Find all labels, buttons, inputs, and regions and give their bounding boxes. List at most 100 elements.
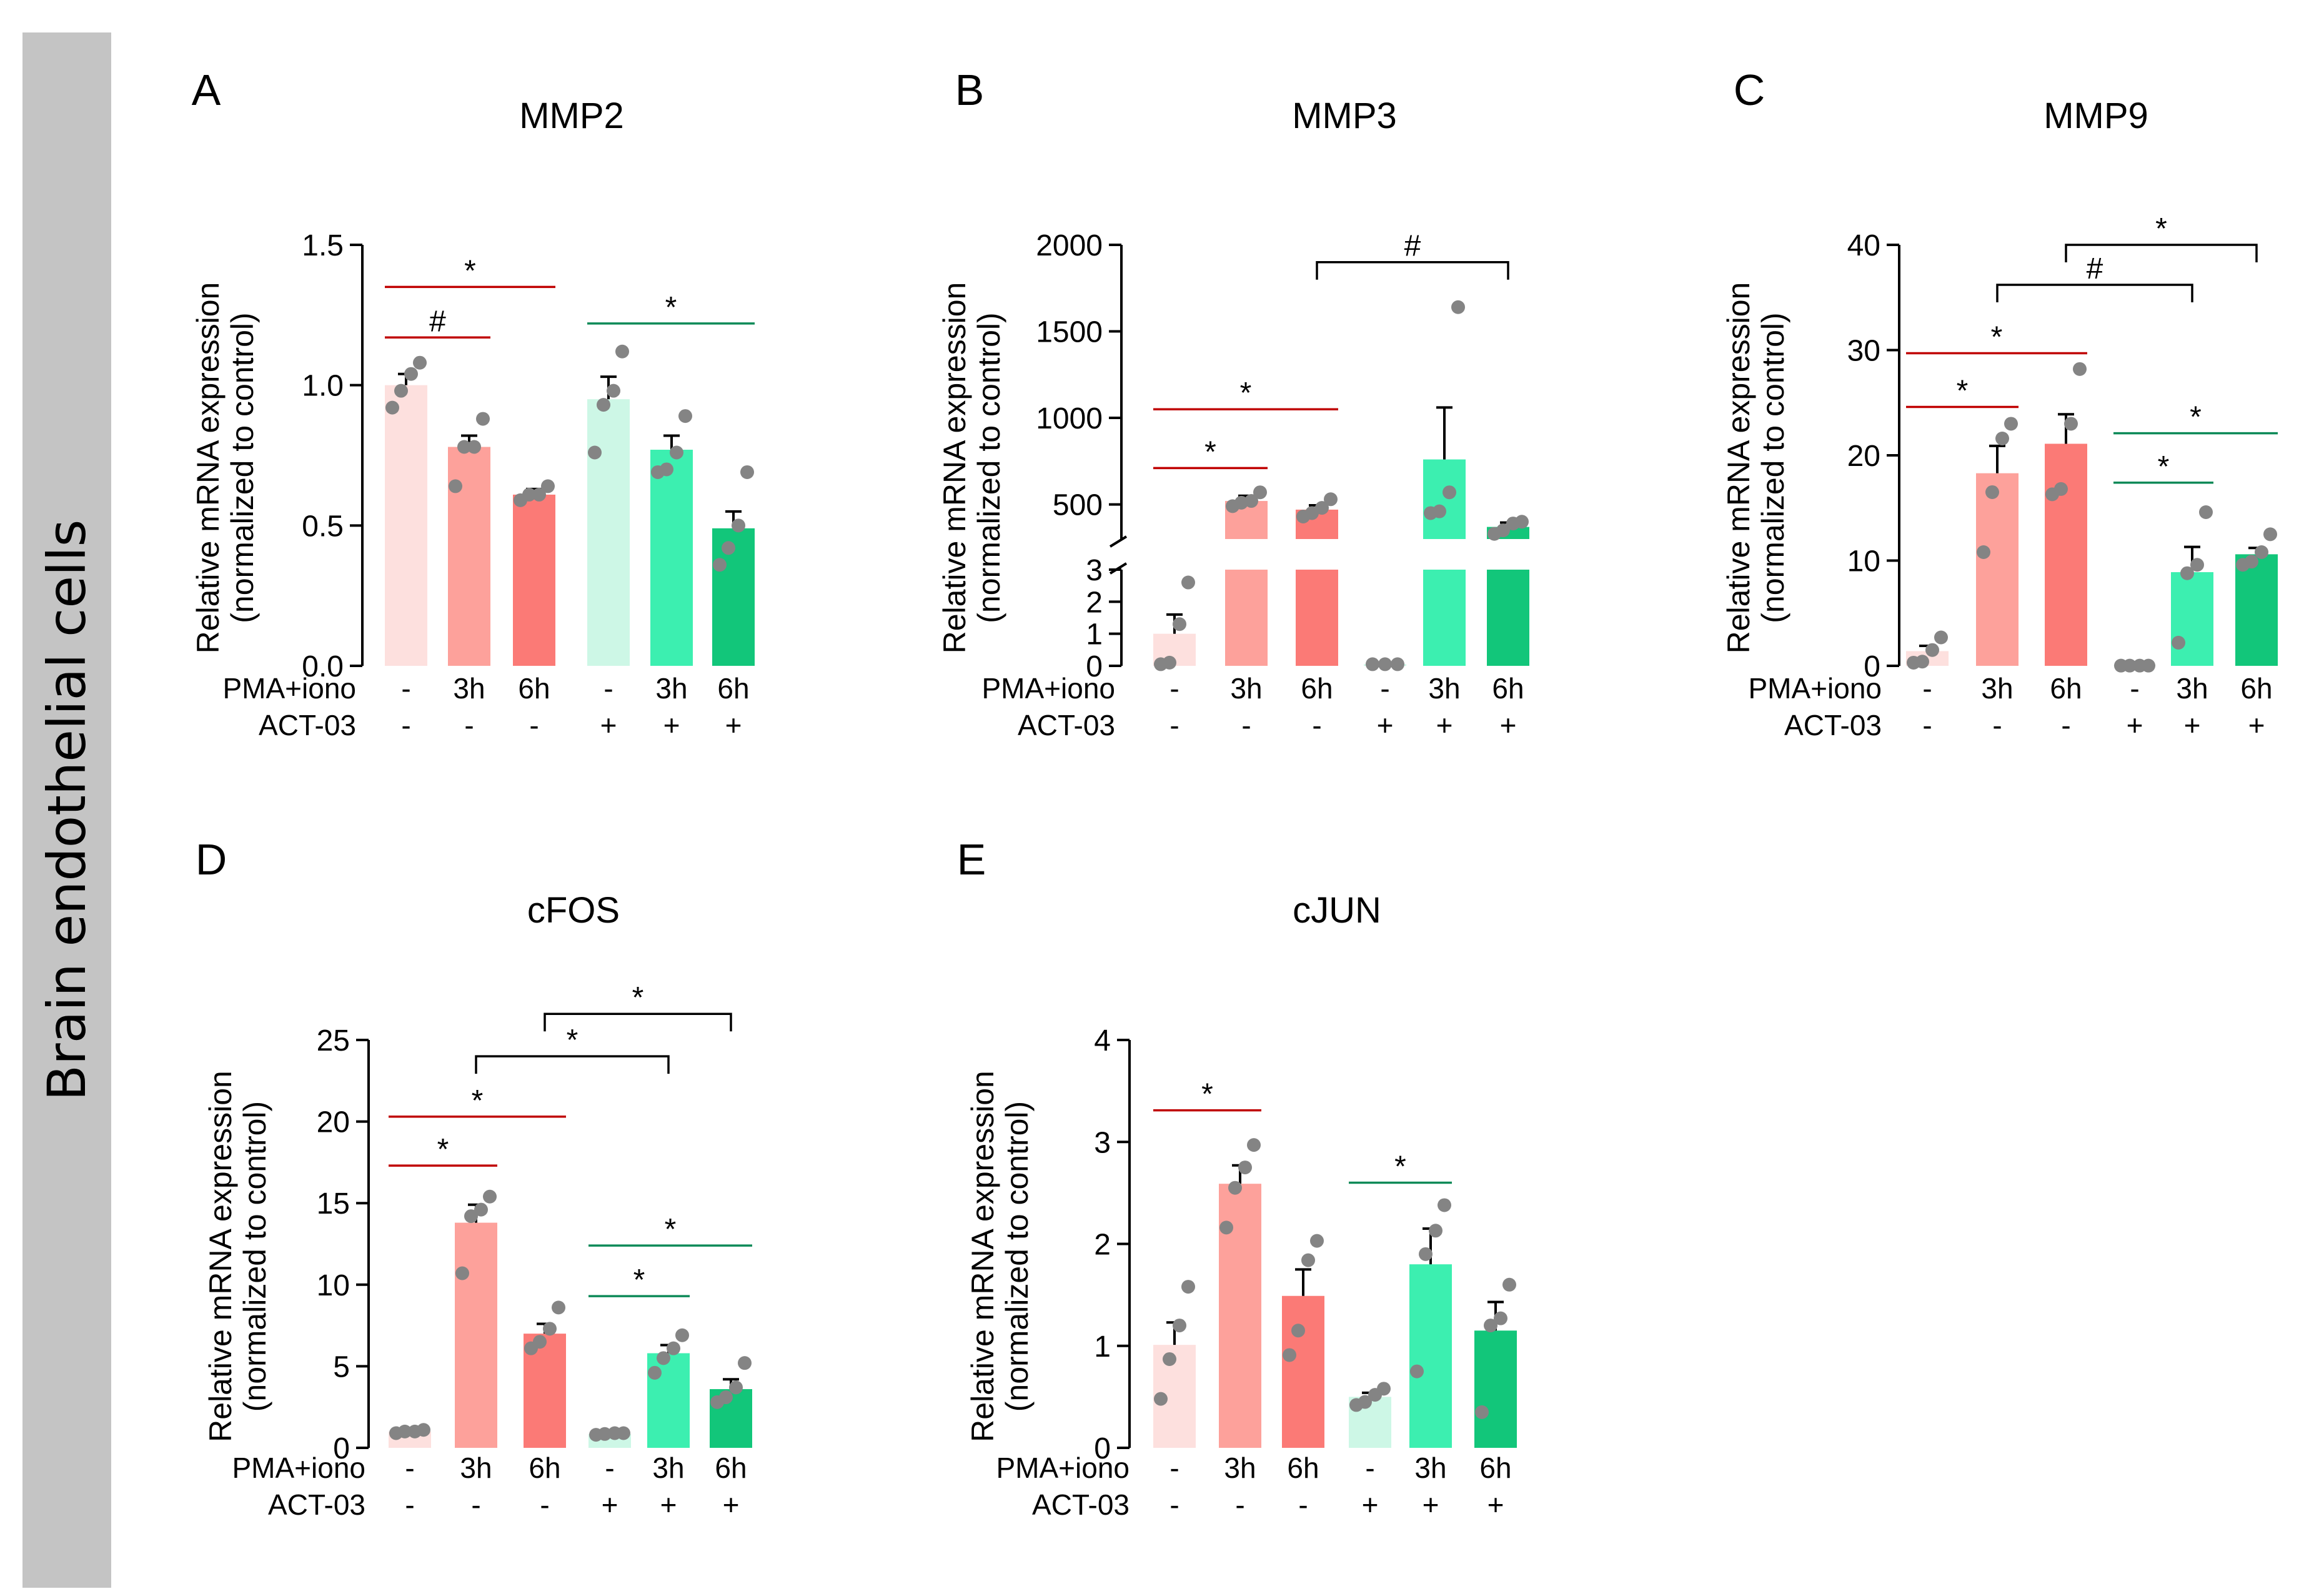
data-point xyxy=(404,367,418,381)
data-point xyxy=(1443,485,1456,500)
category-label-act: + xyxy=(2248,709,2265,741)
category-label-act: - xyxy=(1312,709,1321,741)
data-point xyxy=(678,409,692,423)
significance-label: * xyxy=(2158,450,2170,483)
data-point xyxy=(483,1189,497,1204)
significance-label: * xyxy=(2190,401,2202,434)
y-tick-label: 500 xyxy=(1053,489,1103,522)
category-label-pma: 3h xyxy=(655,672,687,705)
bar xyxy=(1976,473,2019,666)
category-label-act: + xyxy=(1487,1488,1504,1521)
row-label-pma: PMA+iono xyxy=(222,672,356,705)
data-point xyxy=(1228,1181,1242,1195)
panel-title: MMP2 xyxy=(519,96,624,136)
category-label-act: - xyxy=(471,1488,480,1521)
data-point xyxy=(1358,1395,1372,1409)
data-point xyxy=(2123,658,2137,673)
significance-bracket xyxy=(544,1012,732,1032)
row-label-act: ACT-03 xyxy=(259,709,356,741)
data-point xyxy=(467,440,481,454)
y-tick-label: 2 xyxy=(1086,586,1103,619)
bar xyxy=(1487,570,1529,666)
data-point xyxy=(598,1427,612,1441)
data-point xyxy=(1366,657,1379,671)
data-point xyxy=(1925,643,1939,657)
category-label-act: - xyxy=(464,709,474,741)
y-tick-label: 0 xyxy=(1864,650,1880,683)
bar xyxy=(2235,554,2278,666)
category-label-act: - xyxy=(405,1488,414,1521)
significance-label: * xyxy=(1957,374,1969,407)
panel-title: cFOS xyxy=(527,890,620,931)
category-label-act: - xyxy=(1241,709,1251,741)
significance-label: * xyxy=(1201,1078,1213,1111)
significance-label: * xyxy=(1240,377,1252,410)
bar xyxy=(455,1222,497,1448)
y-tick-label: 10 xyxy=(1847,545,1880,578)
category-label-pma: 3h xyxy=(1224,1452,1256,1484)
panel-title: MMP9 xyxy=(2043,96,2148,136)
data-point xyxy=(597,398,610,412)
data-point xyxy=(457,440,471,454)
category-label-pma: 3h xyxy=(453,672,485,705)
y-axis-label: (normalized to control) xyxy=(1755,312,1790,623)
y-tick-label: 10 xyxy=(317,1269,350,1302)
category-label-pma: 3h xyxy=(652,1452,684,1484)
data-point xyxy=(1985,485,1999,499)
data-point xyxy=(1315,501,1329,515)
data-point xyxy=(1496,523,1510,538)
data-point xyxy=(476,412,490,426)
y-tick-label: 1 xyxy=(1094,1330,1111,1364)
row-label-act: ACT-03 xyxy=(1784,709,1882,741)
panel-letter: D xyxy=(196,835,227,884)
category-label-pma: - xyxy=(1169,672,1179,705)
category-label-act: + xyxy=(663,709,680,741)
category-label-pma: 6h xyxy=(715,1452,747,1484)
y-axis-label: Relative mRNA expression xyxy=(965,1071,1000,1442)
significance-label: * xyxy=(437,1133,449,1166)
row-label-pma: PMA+iono xyxy=(981,672,1115,705)
category-label-pma: - xyxy=(2130,672,2139,705)
data-point xyxy=(1181,575,1195,590)
data-point xyxy=(2199,505,2213,519)
row-label-act: ACT-03 xyxy=(268,1488,365,1521)
data-point xyxy=(2064,417,2078,431)
category-label-pma: 6h xyxy=(1287,1452,1319,1484)
data-point xyxy=(1173,617,1186,631)
data-point xyxy=(2255,545,2268,560)
category-label-pma: 3h xyxy=(1414,1452,1446,1484)
data-point xyxy=(1283,1348,1296,1362)
significance-label: * xyxy=(632,981,644,1014)
data-point xyxy=(738,1356,752,1370)
panel-letter: A xyxy=(192,66,221,114)
y-axis-label: Relative mRNA expression xyxy=(937,282,972,654)
data-point xyxy=(455,1266,469,1280)
row-label-pma: PMA+iono xyxy=(232,1452,365,1484)
bar xyxy=(1423,459,1466,539)
data-point xyxy=(675,1328,689,1342)
row-label-act: ACT-03 xyxy=(1032,1488,1130,1521)
data-point xyxy=(413,355,427,370)
y-tick-label: 15 xyxy=(317,1187,350,1220)
panel-title: MMP3 xyxy=(1292,96,1397,136)
significance-bracket xyxy=(2065,244,2258,262)
y-tick-label: 20 xyxy=(317,1106,350,1139)
y-tick-label: 1.5 xyxy=(302,229,344,262)
category-label-act: - xyxy=(2061,709,2070,741)
category-label-pma: - xyxy=(1380,672,1389,705)
y-tick-label: 25 xyxy=(317,1024,350,1057)
category-label-act: - xyxy=(529,709,539,741)
bar xyxy=(1282,1295,1324,1448)
significance-label: * xyxy=(1204,435,1216,468)
category-label-act: + xyxy=(1362,1488,1379,1521)
data-point xyxy=(1378,657,1392,671)
data-point xyxy=(670,445,683,460)
category-label-pma: 3h xyxy=(1428,672,1460,705)
data-point xyxy=(1163,1352,1176,1366)
data-point xyxy=(740,465,754,479)
data-point xyxy=(1253,485,1267,500)
category-label-act: - xyxy=(1922,709,1932,741)
row-label-pma: PMA+iono xyxy=(996,1452,1130,1484)
